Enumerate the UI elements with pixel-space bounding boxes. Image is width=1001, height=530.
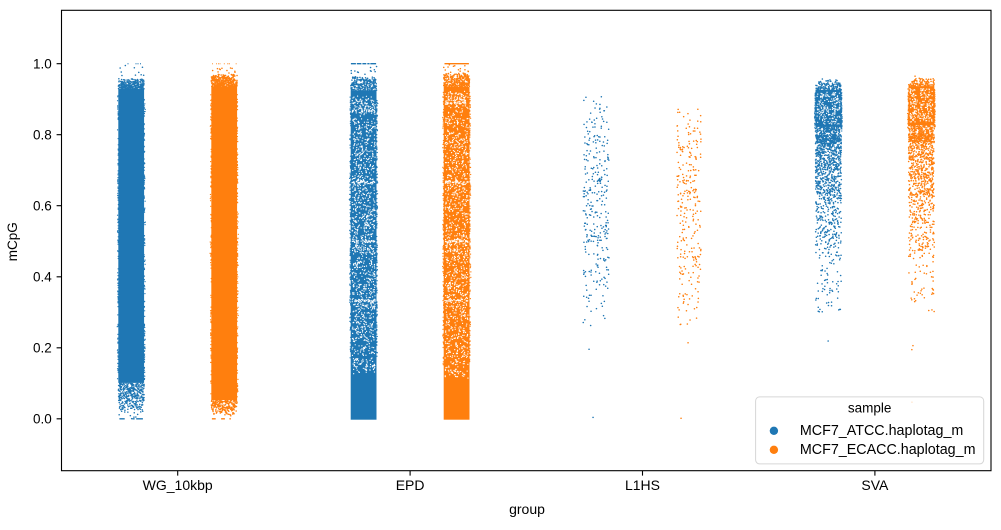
svg-text:mCpG: mCpG (5, 222, 20, 261)
svg-text:WG_10kbp: WG_10kbp (143, 477, 213, 493)
svg-text:0.4: 0.4 (33, 270, 52, 285)
svg-text:EPD: EPD (396, 477, 425, 493)
svg-text:MCF7_ECACC.haplotag_m: MCF7_ECACC.haplotag_m (800, 442, 976, 458)
svg-text:L1HS: L1HS (625, 477, 660, 493)
svg-text:0.6: 0.6 (33, 199, 52, 214)
svg-text:0.0: 0.0 (33, 412, 52, 427)
svg-text:0.2: 0.2 (33, 341, 52, 356)
svg-text:0.8: 0.8 (33, 128, 52, 143)
svg-text:SVA: SVA (861, 477, 889, 493)
svg-text:1.0: 1.0 (33, 57, 52, 72)
svg-text:sample: sample (848, 401, 892, 416)
svg-text:MCF7_ATCC.haplotag_m: MCF7_ATCC.haplotag_m (800, 423, 963, 439)
svg-text:group: group (509, 501, 545, 517)
